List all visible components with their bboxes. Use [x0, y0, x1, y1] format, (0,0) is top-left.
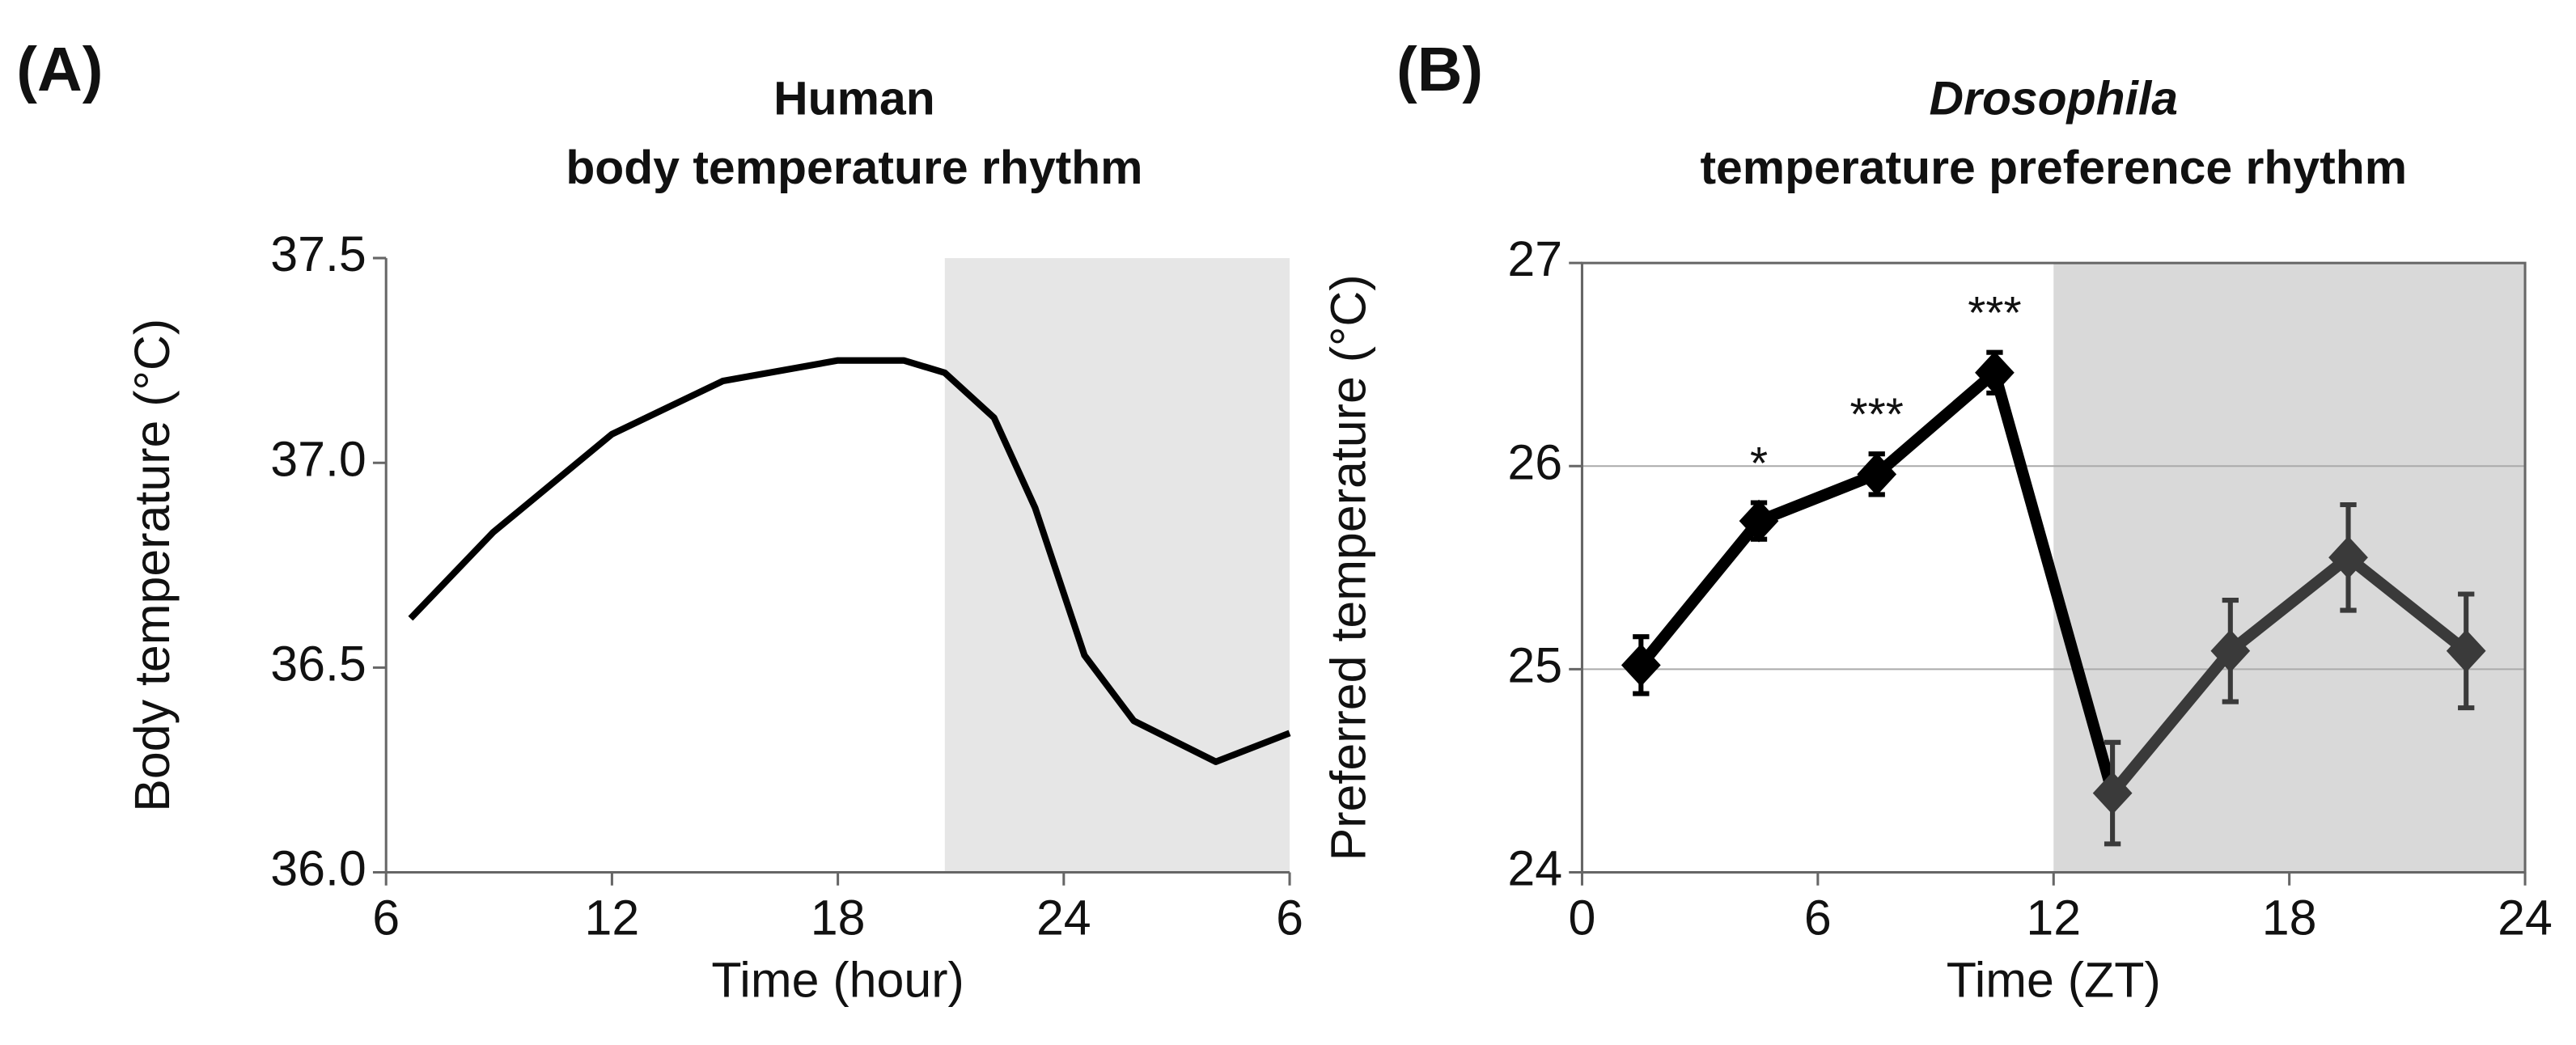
data-point — [1739, 499, 1779, 543]
y-axis-label: Body temperature (°C) — [125, 319, 180, 812]
data-point — [2446, 629, 2486, 673]
data-point — [2210, 629, 2251, 673]
chart-subtitle: body temperature rhythm — [566, 142, 1142, 194]
chart-title: Human — [773, 73, 935, 125]
chart-subtitle: temperature preference rhythm — [1700, 142, 2407, 194]
y-tick-label: 37.5 — [270, 226, 366, 281]
x-tick-label: 12 — [585, 891, 640, 946]
significance-label: *** — [1850, 390, 1904, 441]
x-tick-label: 24 — [2498, 891, 2553, 946]
data-point — [1975, 351, 2015, 395]
x-tick-label: 18 — [2262, 891, 2317, 946]
segment — [2108, 647, 2235, 798]
panel-label: (A) — [16, 35, 103, 104]
x-tick-label: 18 — [811, 891, 866, 946]
y-tick-label: 36.5 — [270, 636, 366, 691]
y-axis-label: Preferred temperature (°C) — [1320, 274, 1375, 861]
panel-label: (B) — [1396, 35, 1483, 104]
x-tick-label: 12 — [2026, 891, 2081, 946]
y-tick-label: 24 — [1507, 841, 1562, 896]
x-axis-label: Time (hour) — [711, 953, 964, 1008]
x-tick-label: 6 — [372, 891, 400, 946]
chart-title: Drosophila — [1930, 73, 2178, 125]
significance-label: * — [1750, 438, 1768, 489]
y-tick-label: 36.0 — [270, 841, 366, 896]
segment — [1756, 468, 1879, 527]
y-tick-label: 27 — [1507, 231, 1562, 286]
segment — [1989, 370, 2118, 795]
data-line — [408, 357, 1291, 765]
x-tick-label: 6 — [1276, 891, 1303, 946]
segment — [2345, 552, 2470, 656]
x-axis-label: Time (ZT) — [1947, 953, 2161, 1008]
x-tick-label: 24 — [1036, 891, 1091, 946]
y-tick-label: 25 — [1507, 637, 1562, 692]
x-tick-label: 0 — [1569, 891, 1596, 946]
significance-label: *** — [1968, 288, 2021, 339]
y-tick-label: 37.0 — [270, 431, 366, 486]
segment — [1873, 368, 1999, 479]
dark-period — [944, 258, 1290, 873]
segment — [2226, 552, 2352, 656]
y-tick-label: 26 — [1507, 434, 1562, 489]
frame — [1580, 261, 2527, 874]
x-tick-label: 6 — [1804, 891, 1832, 946]
segment — [1636, 517, 1764, 669]
